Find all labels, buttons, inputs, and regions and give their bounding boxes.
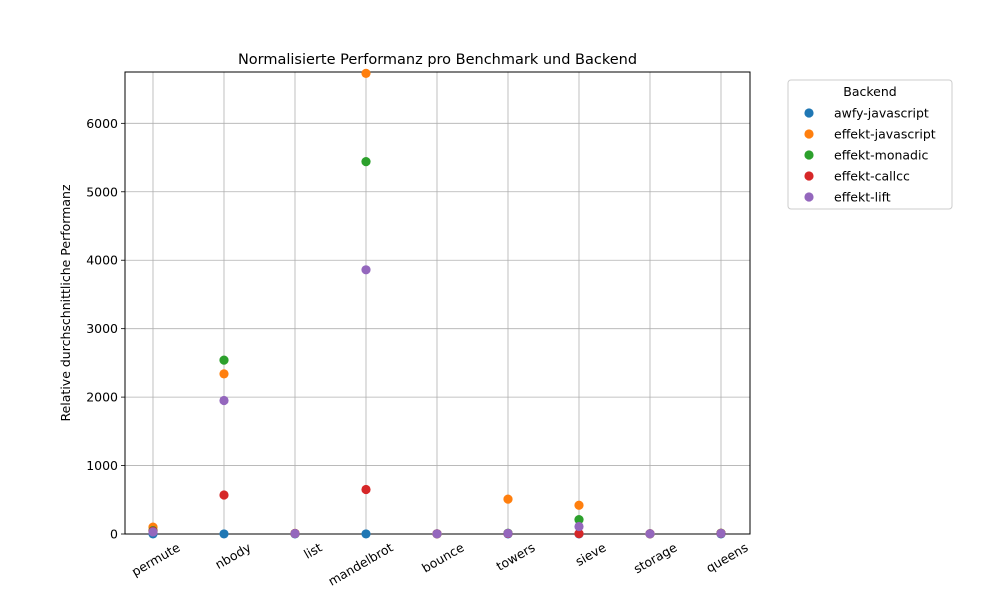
point-effekt-monadic-sieve <box>574 515 584 525</box>
legend-marker <box>804 171 814 181</box>
legend-item-effekt-monadic: effekt-monadic <box>804 148 928 163</box>
x-tick-label: sieve <box>573 539 609 569</box>
point-effekt-lift-list <box>290 528 300 539</box>
x-tick-label: queens <box>703 540 750 576</box>
point-awfy-javascript-nbody <box>219 529 229 539</box>
legend-item-awfy-javascript: awfy-javascript <box>804 106 929 121</box>
legend-label: effekt-lift <box>834 190 891 205</box>
point-effekt-callcc-mandelbrot <box>361 484 371 495</box>
legend-item-effekt-javascript: effekt-javascript <box>804 127 936 142</box>
plot-frame <box>124 71 751 535</box>
point-effekt-lift-nbody <box>219 395 229 406</box>
point-effekt-lift-mandelbrot <box>361 265 371 275</box>
legend: Backend awfy-javascript effekt-javascript… <box>787 79 953 210</box>
x-tick-label: mandelbrot <box>325 540 395 589</box>
y-tick-label: 3000 <box>86 321 118 336</box>
point-effekt-lift-towers <box>503 528 513 538</box>
y-tick-label: 2000 <box>86 390 118 405</box>
x-tick-label: bounce <box>419 539 467 575</box>
x-tick-label: list <box>301 540 324 562</box>
point-effekt-callcc-sieve <box>574 529 584 539</box>
point-effekt-javascript-towers <box>503 494 513 504</box>
y-tick-label: 1000 <box>86 458 118 473</box>
legend-marker <box>804 129 814 139</box>
x-tick-label: nbody <box>212 539 254 572</box>
legend-marker <box>804 108 814 118</box>
legend-marker <box>804 150 814 160</box>
legend-label: awfy-javascript <box>834 106 929 121</box>
x-tick-label: permute <box>129 539 183 579</box>
legend-items: awfy-javascript effekt-javascript effekt-m… <box>804 106 936 205</box>
x-axis: permute nbody list mandelbrot bounce towers si… <box>129 534 751 589</box>
point-effekt-lift-bounce <box>432 529 442 539</box>
grid <box>125 72 750 535</box>
legend-label: effekt-monadic <box>834 148 928 163</box>
point-effekt-javascript-mandelbrot <box>361 68 371 78</box>
point-effekt-javascript-sieve <box>574 500 584 510</box>
legend-item-effekt-callcc: effekt-callcc <box>804 169 910 184</box>
legend-label: effekt-javascript <box>834 127 936 142</box>
point-effekt-lift-storage <box>645 529 655 539</box>
legend-item-effekt-lift: effekt-lift <box>804 190 891 205</box>
y-tick-label: 0 <box>110 527 118 542</box>
point-effekt-lift-queens <box>716 528 726 538</box>
data-points <box>148 68 726 539</box>
legend-label: effekt-callcc <box>834 169 910 184</box>
point-effekt-monadic-nbody <box>219 355 229 365</box>
point-effekt-lift-sieve <box>574 521 584 532</box>
point-effekt-lift-permute <box>148 527 158 537</box>
legend-title: Backend <box>843 84 896 99</box>
point-effekt-javascript-nbody <box>219 369 229 379</box>
y-axis-label: Relative durchschnittliche Performanz <box>58 184 73 421</box>
point-effekt-monadic-mandelbrot <box>361 157 371 167</box>
x-tick-label: towers <box>494 540 538 574</box>
y-tick-label: 5000 <box>86 184 118 199</box>
y-tick-label: 4000 <box>86 253 118 268</box>
legend-frame <box>787 79 953 210</box>
y-tick-label: 6000 <box>86 116 118 131</box>
x-tick-label: storage <box>631 539 680 576</box>
y-axis: 0 1000 2000 3000 4000 5000 6000 <box>86 116 125 542</box>
point-awfy-javascript-mandelbrot <box>361 529 371 539</box>
point-effekt-callcc-nbody <box>219 490 229 500</box>
chart-title: Normalisierte Performanz pro Benchmark u… <box>238 52 637 68</box>
legend-marker <box>804 192 814 202</box>
